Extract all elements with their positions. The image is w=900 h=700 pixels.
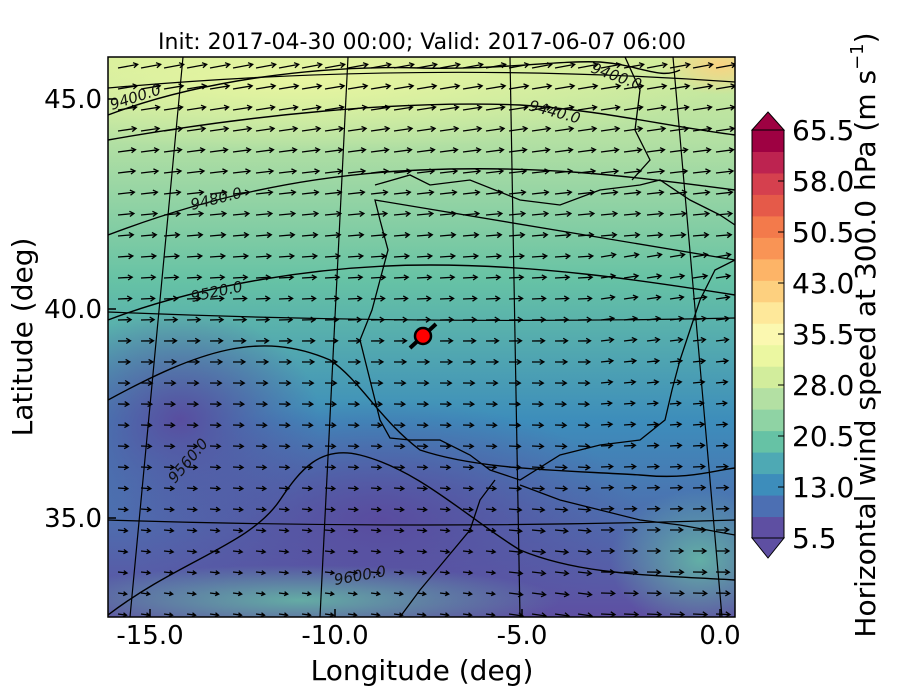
colorbar-band: [752, 495, 784, 518]
colorbar-tick-label: 58.0: [792, 165, 854, 198]
x-tick-label-10w: -10.0: [301, 621, 368, 651]
x-tick-label-0: 0.0: [699, 621, 740, 651]
wind-vectors: [117, 62, 735, 617]
colorbar-band: [752, 301, 784, 324]
colorbar-tick-label: 13.0: [792, 471, 854, 504]
wind-minimum-region-west: [108, 310, 320, 530]
y-axis-label: Latitude (deg): [6, 238, 39, 437]
colorbar-tick-label: 28.0: [792, 369, 854, 402]
colorbar-ticks: 5.5 13.0 20.5 28.0 35.5 43.0 50.5 58.0 65.5: [778, 114, 854, 555]
meridian-5w: [509, 57, 521, 617]
colorbar-band: [752, 430, 784, 453]
colorbar-band: [752, 473, 784, 496]
chart-title: Init: 2017-04-30 00:00; Valid: 2017-06-0…: [158, 30, 686, 55]
colorbar-label-main: Horizontal wind speed at 300.0 hPa (m s: [849, 70, 882, 638]
axis-ticks: [108, 98, 721, 617]
graticule: [108, 57, 735, 617]
x-tick-label-5w: -5.0: [497, 621, 548, 651]
parallel-45n: [108, 71, 735, 89]
colorbar-tick-label: 43.0: [792, 267, 854, 300]
coastline-iberia: [359, 174, 735, 481]
colorbar-label-close: ): [849, 32, 882, 43]
colorbar-band: [752, 387, 784, 410]
wind-arrow: [117, 62, 735, 617]
colorbar-tick-label: 65.5: [792, 114, 854, 147]
colorbar-band: [752, 194, 784, 217]
y-tick-label-35: 35.0: [44, 504, 102, 534]
colorbar-band: [752, 215, 784, 238]
meridian-10w: [319, 57, 349, 617]
y-tick-label-45: 45.0: [44, 85, 102, 115]
colorbar-band: [752, 452, 784, 475]
coastline-africa: [399, 479, 735, 617]
colorbar-label: Horizontal wind speed at 300.0 hPa (m s−…: [847, 32, 882, 637]
colorbar-label-exponent: −1: [847, 43, 868, 70]
colorbar-band: [752, 516, 784, 539]
colorbar-bands: [752, 130, 784, 539]
colorbar-extend-min: [750, 537, 786, 559]
jet-core-north: [108, 57, 720, 150]
colorbar-tick-label: 35.5: [792, 318, 854, 351]
station-marker: [408, 322, 438, 350]
parallel-35n: [108, 519, 735, 526]
wind-band-east: [610, 490, 735, 617]
x-axis-label: Longitude (deg): [311, 654, 534, 687]
y-tick-label-40: 40.0: [44, 295, 102, 325]
colorbar-extend-max: [750, 111, 786, 131]
contour-9600: [108, 452, 735, 616]
colorbar-band: [752, 409, 784, 432]
contour-9560: [108, 345, 735, 478]
colorbar-band: [752, 323, 784, 346]
wind-band-south: [108, 565, 560, 617]
colorbar-tick-label: 50.5: [792, 216, 854, 249]
colorbar: 5.5 13.0 20.5 28.0 35.5 43.0 50.5 58.0 65.5: [750, 111, 854, 559]
colorbar-band: [752, 172, 784, 195]
colorbar-band: [752, 280, 784, 303]
colorbar-tick-label: 20.5: [792, 420, 854, 453]
colorbar-band: [752, 258, 784, 281]
contour-9440: [108, 103, 735, 141]
colorbar-band: [752, 130, 784, 152]
colorbar-band: [752, 151, 784, 174]
colorbar-band: [752, 344, 784, 367]
contour-9520: [108, 264, 735, 321]
map-panel: 9400.0 9400.0 9440.0 9480.0 9520.0 9560.…: [108, 57, 735, 617]
x-tick-label-15w: -15.0: [116, 621, 183, 651]
colorbar-band: [752, 366, 784, 389]
colorbar-tick-label: 5.5: [792, 522, 837, 555]
map-frame: [107, 56, 736, 618]
colorbar-band: [752, 237, 784, 260]
